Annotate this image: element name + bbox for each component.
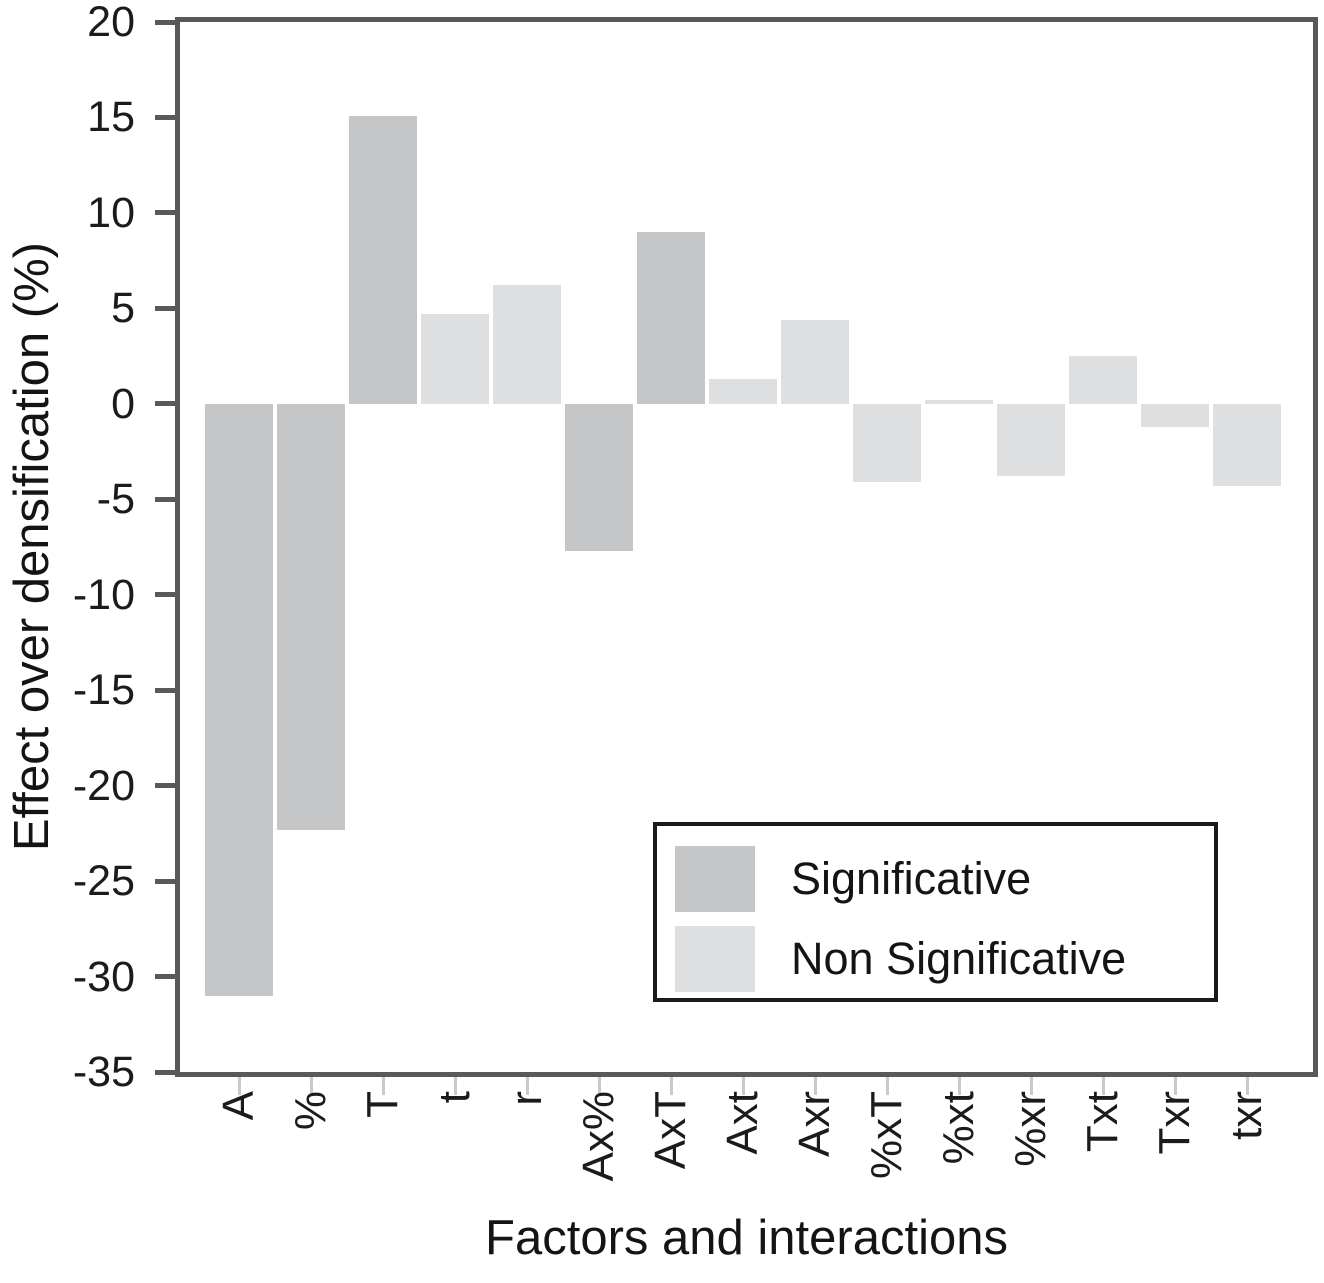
y-tick--5 [155, 497, 175, 502]
bar-T [349, 115, 417, 404]
x-label-text: % [286, 1091, 335, 1131]
x-tick-%xt [957, 1077, 961, 1095]
x-tick-%xr [1029, 1077, 1033, 1095]
legend-swatch-non-significative [675, 926, 755, 992]
legend-label-significative: Significative [791, 853, 1032, 904]
x-label-text: %xT [862, 1091, 911, 1179]
bar-%xt [925, 400, 993, 404]
x-tick-t [453, 1077, 457, 1095]
y-tick-label--10: -10 [72, 571, 135, 619]
x-label-text: Axr [790, 1091, 839, 1157]
y-tick-label-15: 15 [87, 93, 135, 141]
plot-area: 20 15 10 5 0 -5 -10 -15 -20 -25 -30 -35 Significati… [73, 0, 1318, 1096]
bar-% [277, 403, 345, 830]
legend-row-significative: Significative [675, 839, 1214, 919]
bar-txr [1213, 403, 1281, 486]
x-tick-%xT [885, 1077, 889, 1095]
x-tick-% [309, 1077, 313, 1095]
x-label-text: r [502, 1091, 551, 1106]
x-tick-A [237, 1077, 241, 1095]
x-tick-txr [1245, 1077, 1249, 1095]
x-label-text: Axt [718, 1091, 767, 1155]
bar-%xr [997, 403, 1065, 477]
bar-Axr [781, 319, 849, 404]
bar-%xT [853, 403, 921, 483]
x-tick-r [525, 1077, 529, 1095]
x-label-text: T [358, 1091, 407, 1118]
x-tick-T [381, 1077, 385, 1095]
legend-label-non-significative: Non Significative [791, 933, 1127, 984]
y-tick-5 [155, 306, 175, 311]
legend-box: Significative Non Significative [653, 822, 1218, 1002]
x-label-text: Ax% [574, 1091, 623, 1182]
y-tick--35 [155, 1070, 175, 1075]
y-tick-label--35: -35 [72, 1048, 135, 1096]
bar-Txt [1069, 356, 1137, 404]
y-tick-label--5: -5 [96, 475, 135, 523]
x-tick-AxT [669, 1077, 673, 1095]
bar-AxT [637, 232, 705, 404]
bar-t [421, 314, 489, 404]
x-tick-Axr [813, 1077, 817, 1095]
legend-row-non-significative: Non Significative [675, 919, 1214, 999]
legend-swatch-significative [675, 846, 755, 912]
y-tick-label-5: 5 [111, 284, 135, 332]
y-tick-label--30: -30 [72, 953, 135, 1001]
x-label-text: t [430, 1091, 479, 1104]
y-tick-0 [155, 401, 175, 406]
y-tick--20 [155, 783, 175, 788]
y-axis-title: Effect over densification (%) [2, 17, 62, 1077]
x-label-text: %xt [934, 1091, 983, 1165]
y-tick-label--25: -25 [72, 857, 135, 905]
x-label-text: txr [1222, 1091, 1271, 1140]
x-tick-Ax% [597, 1077, 601, 1095]
y-tick-label-20: 20 [87, 0, 135, 46]
y-tick-20 [155, 20, 175, 25]
x-label-text: Txt [1078, 1091, 1127, 1153]
y-tick--10 [155, 592, 175, 597]
x-label-text: Txr [1150, 1091, 1199, 1155]
x-label-text: %xr [1006, 1091, 1055, 1167]
x-label-text: AxT [646, 1091, 695, 1170]
bar-Ax% [565, 403, 633, 551]
y-tick-15 [155, 115, 175, 120]
bar-Axt [709, 379, 777, 404]
x-label-text: A [214, 1091, 263, 1121]
y-tick--15 [155, 688, 175, 693]
y-tick--30 [155, 974, 175, 979]
bar-r [493, 285, 561, 404]
y-tick-label-0: 0 [111, 380, 135, 428]
bar-Txr [1141, 403, 1209, 427]
y-tick-label-10: 10 [87, 189, 135, 237]
y-tick-10 [155, 210, 175, 215]
y-tick-label--20: -20 [72, 762, 135, 810]
y-tick-label--15: -15 [72, 666, 135, 714]
y-tick--25 [155, 879, 175, 884]
x-tick-Txt [1101, 1077, 1105, 1095]
x-tick-Axt [741, 1077, 745, 1095]
bar-A [205, 403, 273, 996]
x-tick-Txr [1173, 1077, 1177, 1095]
x-axis-title: Factors and interactions [485, 1211, 1008, 1265]
